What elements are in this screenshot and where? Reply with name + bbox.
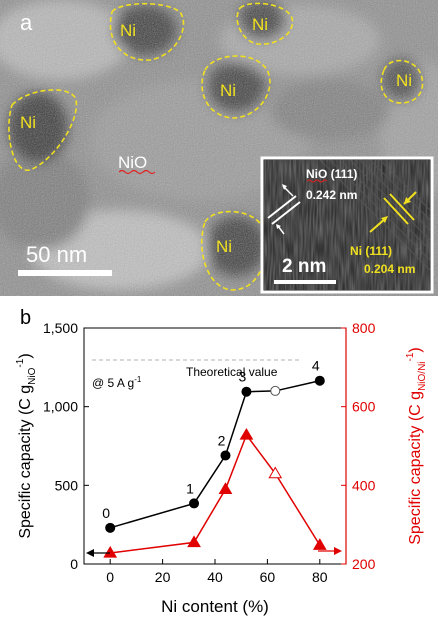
ni-outline-5 [8,89,78,171]
series-red [103,428,327,558]
inset-scale-bar-label: 2 nm [282,256,326,277]
y-right-tick-label: 400 [352,477,376,493]
ni-outline-3 [201,55,271,119]
x-tick-label: 20 [155,569,171,585]
series-black-point [189,498,200,509]
x-tick-label: 0 [106,569,114,585]
rate-label: @ 5 A g-1 [92,375,142,390]
series-red-point [239,428,254,440]
y-right-axis: 200 400 600 800 [341,320,376,572]
panel-a-letter: a [20,10,33,35]
inset-scale-bar [274,280,336,284]
inset-nio-plane: NiO (111) [306,167,357,181]
scale-bar-label: 50 nm [26,242,87,267]
series-red-point [218,482,233,494]
x-tick-label: 60 [260,569,276,585]
series-black-point [220,450,231,461]
point-label: 0 [102,505,110,521]
series-black: 0 1 2 3 4 [102,358,325,533]
ni-label-4: Ni [396,71,412,90]
y-right-tick-label: 200 [352,556,376,572]
scale-bar [18,270,112,276]
series-black-line [109,379,320,529]
x-axis-title: Ni content (%) [161,597,269,616]
inset-ni-spacing: 0.204 nm [364,262,415,276]
ni-outline-2 [236,2,294,45]
tem-image-panel: Ni Ni Ni Ni Ni Ni NiO a 50 nm NiO (111) [0,0,438,296]
theoretical-label: Theoretical value [186,365,278,379]
ni-outline-6 [201,210,268,291]
ni-label-2: Ni [252,15,268,34]
series-red-point [187,535,201,548]
nio-underline [118,169,156,175]
ni-label-1: Ni [120,21,136,40]
point-label: 3 [239,369,247,385]
capacity-chart: b Theoretical value @ 5 A g-1 0 20 40 60 80 … [15,307,428,616]
rate-label-main: @ 5 A g [92,376,134,390]
ni-outline-1 [109,2,185,61]
y-left-tick-label: 500 [55,477,79,493]
series-black-point [241,386,252,397]
point-label: 4 [312,358,320,374]
series-red-point [103,546,118,558]
series-red-point [268,466,283,479]
y-left-axis: 0 500 1,000 1,500 [43,320,89,572]
right-axis-arrow [318,547,342,555]
panel-b-letter: b [20,307,31,329]
x-tick-label: 80 [312,569,328,585]
y-left-tick-label: 0 [70,556,78,572]
ni-particle-outlines [8,2,424,291]
y-left-tick-label: 1,500 [43,320,78,336]
ni-label-3: Ni [220,81,236,100]
left-axis-arrow [86,549,110,557]
rate-label-sup: -1 [134,375,142,384]
ni-outline-4 [380,59,424,104]
y-right-axis-title: Specific capacity (C gNiO/Ni-1) [405,347,428,545]
series-red-point [312,538,327,550]
x-tick-label: 40 [207,569,223,585]
ni-label-6: Ni [216,237,232,256]
point-label: 2 [218,432,226,448]
point-label: 1 [186,480,194,496]
y-right-tick-label: 800 [352,320,376,336]
inset-nio-spacing: 0.242 nm [306,188,357,202]
y-left-tick-label: 1,000 [43,399,78,415]
series-black-point [270,385,281,396]
plot-frame [83,327,347,565]
x-axis: 0 20 40 60 80 [106,559,328,585]
y-right-tick-label: 600 [352,399,376,415]
inset-ni-plane: Ni (111) [350,244,392,258]
ni-label-5: Ni [20,113,36,132]
series-red-line [110,433,321,554]
hrtem-inset: NiO (111) 0.242 nm Ni (111) 0.204 nm 2 n… [260,156,434,294]
y-left-axis-title: Specific capacity (C gNiO-1) [15,353,38,538]
series-black-point [314,375,325,386]
series-black-point [105,522,116,533]
nio-label: NiO [118,153,147,172]
